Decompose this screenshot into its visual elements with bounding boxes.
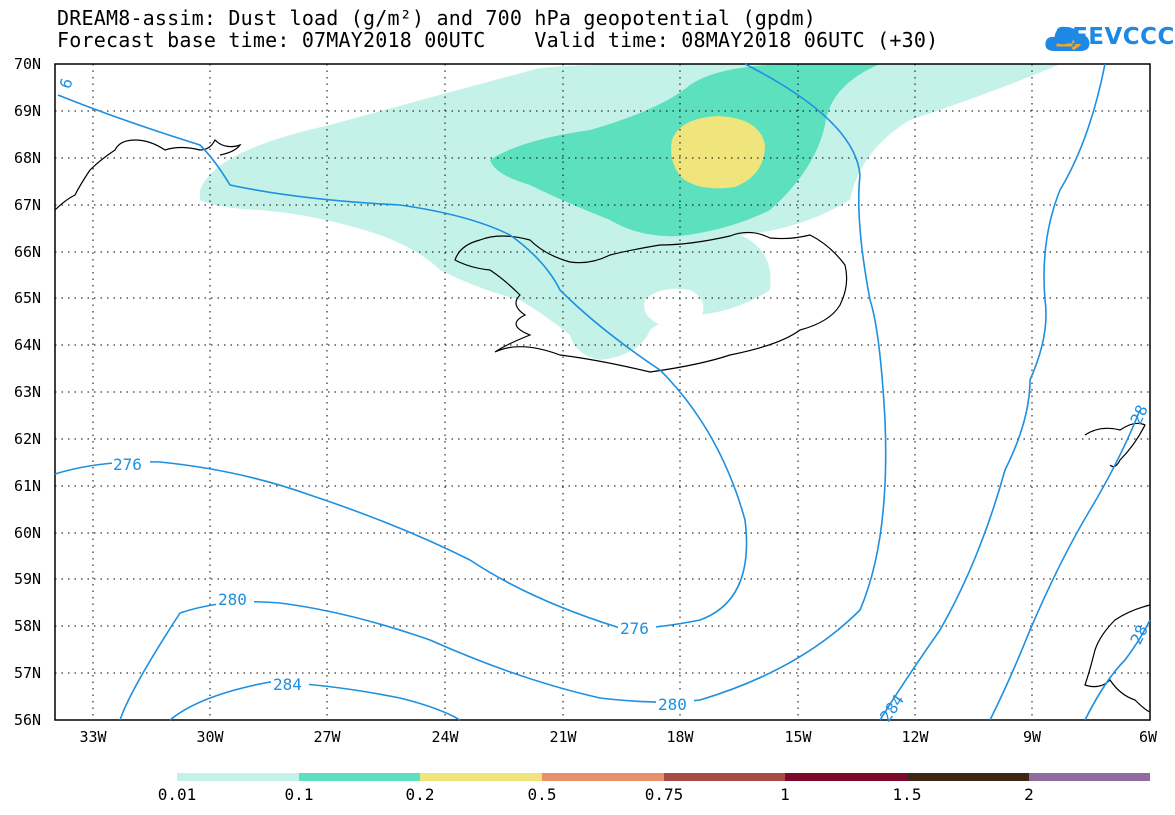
contour-label-276-west: 276 bbox=[113, 455, 142, 474]
colorbar-swatch bbox=[1029, 773, 1150, 781]
colorbar-label: 2 bbox=[1024, 785, 1034, 804]
lat-label: 56N bbox=[14, 711, 41, 729]
contour-284-east bbox=[879, 63, 1106, 721]
dust-shading bbox=[200, 63, 1060, 360]
lat-label: 60N bbox=[14, 524, 41, 542]
lon-label: 9W bbox=[1023, 728, 1042, 746]
lat-label: 63N bbox=[14, 383, 41, 401]
lat-label: 61N bbox=[14, 477, 41, 495]
title-line-1: DREAM8-assim: Dust load (g/m²) and 700 h… bbox=[57, 6, 816, 30]
lon-label: 24W bbox=[431, 728, 459, 746]
colorbar bbox=[177, 773, 1150, 781]
colorbar-swatch bbox=[299, 773, 420, 781]
coast-faroe bbox=[1084, 422, 1146, 468]
contour-label-280-east: 280 bbox=[658, 695, 687, 714]
lon-label: 6W bbox=[1139, 728, 1158, 746]
cloud-icon bbox=[1045, 27, 1090, 51]
colorbar-label: 1.5 bbox=[892, 785, 922, 804]
colorbar-swatch bbox=[907, 773, 1029, 781]
colorbar-swatch bbox=[177, 773, 299, 781]
colorbar-label: 0.1 bbox=[284, 785, 314, 804]
lat-label: 64N bbox=[14, 336, 41, 354]
graticule bbox=[55, 64, 1150, 720]
lon-label: 21W bbox=[549, 728, 577, 746]
lat-label: 66N bbox=[14, 243, 41, 261]
coast-iceland bbox=[454, 231, 848, 373]
colorbar-label: 0.5 bbox=[527, 785, 557, 804]
contour-label-top-left: 6 bbox=[55, 76, 76, 92]
lon-label: 15W bbox=[784, 728, 812, 746]
colorbar-swatch bbox=[664, 773, 785, 781]
dust-field-0.2 bbox=[671, 116, 765, 189]
lat-label: 62N bbox=[14, 430, 41, 448]
colorbar-swatch bbox=[785, 773, 907, 781]
colorbar-swatch bbox=[420, 773, 542, 781]
lon-label: 27W bbox=[313, 728, 341, 746]
colorbar-label: 1 bbox=[780, 785, 790, 804]
contour-far-east bbox=[989, 409, 1141, 721]
colorbar-label: 0.75 bbox=[644, 785, 684, 804]
contour-label-284-west: 284 bbox=[273, 675, 302, 694]
contour-label-276-east: 276 bbox=[620, 619, 649, 638]
title-line-2: Forecast base time: 07MAY2018 00UTC Vali… bbox=[57, 28, 939, 52]
lat-label: 59N bbox=[14, 570, 41, 588]
lon-label: 33W bbox=[79, 728, 107, 746]
lon-label: 12W bbox=[901, 728, 929, 746]
latitude-labels: 70N 69N 68N 67N 66N 65N 64N 63N 62N 61N … bbox=[14, 55, 41, 729]
lon-label: 30W bbox=[196, 728, 224, 746]
coast-greenland bbox=[54, 138, 242, 211]
contour-labels: 276 276 280 280 284 284 6 28 28 bbox=[55, 76, 1151, 726]
lon-label: 18W bbox=[666, 728, 694, 746]
longitude-labels: 33W 30W 27W 24W 21W 18W 15W 12W 9W 6W bbox=[79, 728, 1158, 746]
coastlines bbox=[54, 138, 1151, 713]
lat-label: 70N bbox=[14, 55, 41, 73]
contour-280 bbox=[119, 63, 887, 721]
contour-label-east-1: 28 bbox=[1126, 402, 1151, 427]
coast-scotland bbox=[1084, 604, 1151, 713]
colorbar-swatch bbox=[542, 773, 664, 781]
lat-label: 69N bbox=[14, 102, 41, 120]
contour-top-left bbox=[57, 94, 748, 630]
contour-284 bbox=[169, 681, 461, 721]
logo-text: SEEVCCC bbox=[1055, 24, 1175, 50]
lat-label: 58N bbox=[14, 617, 41, 635]
contour-se-corner bbox=[1084, 619, 1151, 721]
contour-276 bbox=[54, 460, 621, 629]
lat-label: 65N bbox=[14, 289, 41, 307]
lat-label: 57N bbox=[14, 664, 41, 682]
lat-label: 68N bbox=[14, 149, 41, 167]
colorbar-label: 0.2 bbox=[405, 785, 435, 804]
lat-label: 67N bbox=[14, 196, 41, 214]
colorbar-label: 0.01 bbox=[157, 785, 197, 804]
contour-label-280-west: 280 bbox=[218, 590, 247, 609]
